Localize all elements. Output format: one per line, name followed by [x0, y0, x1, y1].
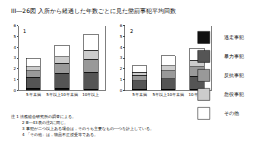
svg-text:4 「その他」は，物品不正授受等である。: 4 「その他」は，物品不正授受等である。 [22, 132, 98, 137]
svg-text:2: 2 [13, 66, 16, 71]
svg-text:注 1 法務総合研究所の調査による。: 注 1 法務総合研究所の調査による。 [11, 114, 76, 119]
svg-text:3 事犯が二つ以上ある場合は，そのうち主要なもの一つを計上し: 3 事犯が二つ以上ある場合は，そのうち主要なもの一つを計上している。 [22, 126, 154, 131]
svg-text:5: 5 [120, 34, 123, 39]
svg-text:怠役事犯: 怠役事犯 [223, 91, 244, 97]
svg-text:4: 4 [120, 45, 123, 50]
svg-text:逃走事犯: 逃走事犯 [224, 34, 244, 40]
svg-text:その他: その他 [224, 111, 239, 116]
svg-text:0: 0 [120, 88, 123, 93]
svg-text:5年以上10年未満: 5年以上10年未満 [46, 92, 78, 97]
svg-text:5: 5 [13, 34, 16, 39]
svg-text:5年以上10年未満: 5年以上10年未満 [152, 92, 184, 97]
svg-text:10年以上: 10年以上 [188, 91, 206, 97]
svg-text:暴力事犯: 暴力事犯 [224, 53, 244, 59]
svg-text:反抗事犯: 反抗事犯 [224, 72, 244, 78]
svg-text:1: 1 [13, 77, 16, 82]
svg-text:0: 0 [13, 88, 16, 93]
svg-text:III―26図 入所から経過した年数ごとに見た懲罰事犯平均回: III―26図 入所から経過した年数ごとに見た懲罰事犯平均回数 [11, 7, 176, 14]
svg-text:4: 4 [13, 45, 16, 50]
svg-text:5年未満: 5年未満 [132, 92, 147, 97]
svg-text:10年以上: 10年以上 [82, 92, 99, 97]
svg-text:6: 6 [13, 23, 16, 28]
svg-text:2: 2 [120, 66, 123, 71]
svg-text:1: 1 [23, 28, 26, 34]
svg-text:2: 2 [130, 28, 133, 34]
svg-text:1: 1 [120, 77, 123, 82]
svg-text:5年未満: 5年未満 [26, 92, 41, 97]
svg-text:3: 3 [13, 55, 16, 60]
svg-text:3: 3 [120, 55, 123, 60]
svg-text:6: 6 [120, 23, 123, 28]
svg-text:2 Ⅲ―43表の注2に同じ。: 2 Ⅲ―43表の注2に同じ。 [22, 120, 68, 125]
